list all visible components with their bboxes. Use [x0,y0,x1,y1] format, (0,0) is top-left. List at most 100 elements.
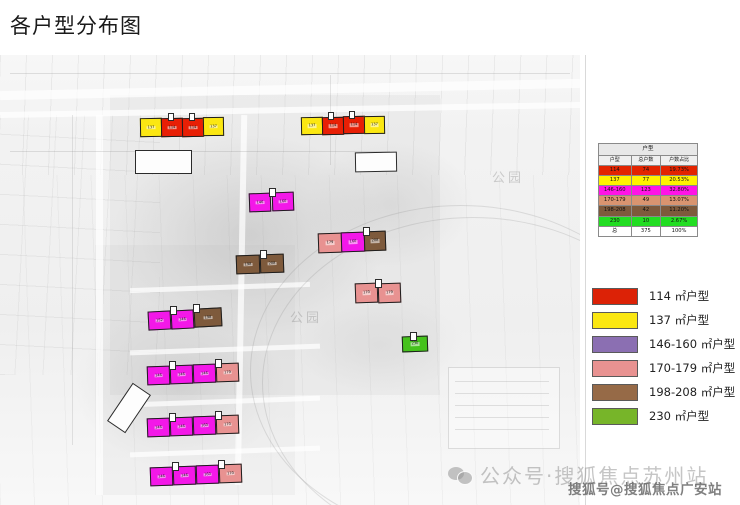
core-box-10 [193,304,200,313]
park-label-right: 公园 [492,171,525,186]
plan-note-line-3 [455,405,549,406]
panel-divider [585,55,586,505]
plan-dim-line-1 [10,73,570,74]
stats-row: 137 77 20.53% [598,174,698,187]
core-box-12 [169,361,176,370]
stats-row: 230 10 2.67% [598,215,698,227]
legend-swatch-3 [592,359,638,377]
stats-cell-ratio-3: 13.07% [660,195,698,207]
core-box-13 [215,359,222,368]
park-label-center: 公园 [290,311,323,326]
stats-row: 198-208 42 11.20% [598,205,698,217]
legend-swatch-1 [592,311,638,329]
plan-note-line-1 [455,381,549,382]
stats-cell-ratio-1: 20.53% [660,174,698,187]
page-title: 各户型分布图 [10,14,142,38]
house-block-tag: 114 [349,122,359,127]
watermark-primary-text: 公众号·搜狐焦点苏州站 [480,464,709,488]
stats-cell-count-1: 77 [630,174,662,187]
house-block-row-3-a: 146 [248,192,272,213]
stats-total-label: 总 [598,225,632,238]
stats-caption: 户型 [598,143,698,156]
house-block-tag: 137 [370,122,379,127]
stats-cell-ratio-2: 32.80% [660,184,698,197]
house-block-tag: 137 [146,124,156,130]
house-block-row-4-b: 160 [340,231,366,253]
house-block-row-9-c: 160 [192,415,217,436]
house-block-tag: 179 [223,369,232,375]
house-block-tag: 160 [278,198,288,204]
stats-cell-type-0: 114 [598,164,632,176]
house-block-row-1-d: 137 [202,116,225,137]
stats-cell-type-5: 230 [598,215,632,227]
plan-note-line-5 [455,429,549,430]
core-box-9 [170,306,177,315]
legend-swatch-5 [592,407,638,425]
stats-cell-count-4: 42 [630,205,662,217]
ancillary-building-1 [135,150,192,174]
house-block-tag: 198 [203,314,213,320]
stats-row: 114 74 19.73% [598,164,698,176]
house-block-tag: 137 [307,123,317,128]
ancillary-building-2 [354,151,398,173]
core-box-16 [172,462,179,471]
stats-col-header-3: 户数占比 [660,154,698,166]
legend-swatch-4 [592,383,638,401]
legend-label-4: 198-208 ㎡户型 [649,385,736,399]
house-block-tag: 160 [203,471,212,477]
stats-cell-count-0: 74 [630,164,662,176]
plan-note-line-4 [455,417,549,418]
house-block-row-10-a: 146 [149,466,174,487]
legend-item-3: 170-179 ㎡户型 [592,356,735,380]
stats-cell-ratio-4: 11.20% [660,205,698,217]
core-box-1 [168,113,174,121]
stats-cell-count-3: 49 [630,195,662,207]
plan-hatch-left [0,115,160,375]
legend-swatch-0 [592,287,638,305]
legend-label-5: 230 ㎡户型 [649,409,710,423]
core-box-2 [189,113,195,121]
house-block-tag: 152 [154,317,165,323]
stats-cell-type-1: 137 [598,174,632,187]
plan-note-box [448,367,560,449]
core-box-3 [328,112,334,120]
house-block-tag: 146 [255,199,265,205]
legend-item-2: 146-160 ㎡户型 [592,332,735,356]
house-block-row-2-a: 137 [300,116,324,136]
stats-header-row: 户型 总户数 户数占比 [598,154,698,166]
house-block-row-2-d: 137 [363,115,386,135]
legend-swatch-2 [592,335,638,353]
house-block-tag: 208 [370,238,380,243]
house-block-tag: 146 [157,473,166,479]
site-plan: 公园 公园 137 114 114 137 137 114 114 137 146 160 179 1… [0,55,580,505]
house-type-stats-table: 户型 户型 总户数 户数占比 114 74 19.73% 137 77 20.53% 146-160… [598,143,698,238]
stats-row: 146-160 123 32.80% [598,184,698,197]
legend-item-0: 114 ㎡户型 [592,284,735,308]
house-block-row-7-a: 152 [147,310,172,331]
watermark-secondary-text: 搜狐号@搜狐焦点广安站 [568,482,722,498]
legend-label-2: 146-160 ㎡户型 [649,337,736,351]
stats-cell-count-5: 10 [630,215,662,227]
legend-label-0: 114 ㎡户型 [649,289,710,303]
house-block-tag: 114 [328,123,338,128]
house-block-tag: 170 [226,470,235,476]
house-type-legend: 114 ㎡户型 137 ㎡户型 146-160 ㎡户型 170-179 ㎡户型 198-… [592,284,735,428]
core-box-7 [260,250,267,259]
house-block-row-4-a: 179 [317,232,343,254]
plan-dim-line-2 [10,151,390,152]
stats-cell-ratio-0: 19.73% [660,164,698,176]
legend-item-1: 137 ㎡户型 [592,308,735,332]
plan-note-line-2 [455,393,549,394]
house-block-tag: 146 [180,472,189,478]
house-block-tag: 114 [188,124,198,130]
legend-item-4: 198-208 ㎡户型 [592,380,735,404]
core-box-17 [218,460,225,469]
stats-total-ratio: 100% [660,225,698,238]
stats-cell-type-2: 146-160 [598,184,632,197]
house-block-tag: 146 [154,372,163,378]
core-box-8 [375,279,382,288]
house-block-tag: 146 [177,316,188,322]
house-block-row-8-c: 146 [192,363,217,384]
stats-table-wrapper: 户型 户型 总户数 户数占比 114 74 19.73% 137 77 20.53% 146-160… [598,143,698,238]
